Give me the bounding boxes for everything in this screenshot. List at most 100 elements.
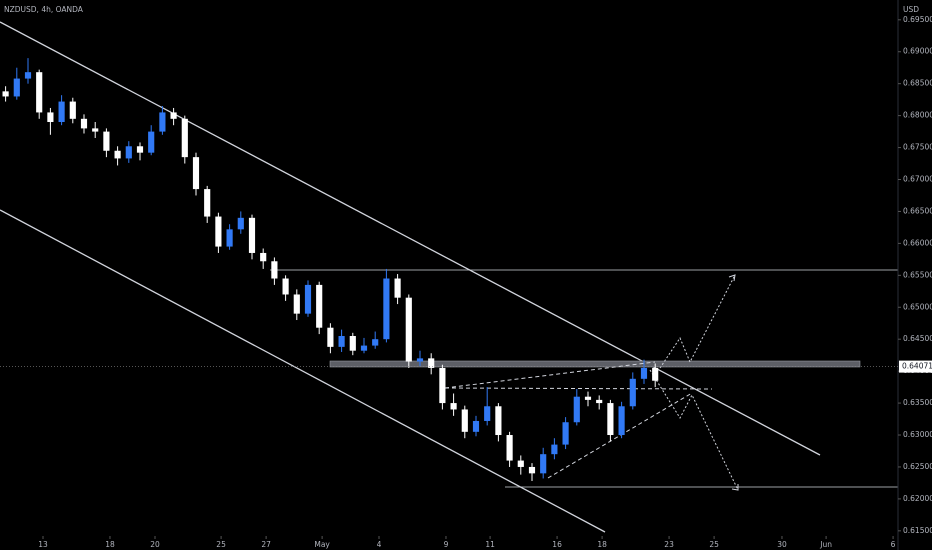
x-tick-label: 6 (891, 540, 896, 549)
y-tick-label: 0.66000 (903, 238, 932, 247)
candle-body (472, 420, 480, 432)
y-tick-label: 0.69500 (903, 15, 932, 24)
candle-body (192, 157, 200, 190)
candle-body (349, 336, 356, 351)
candle-body (2, 91, 9, 97)
candle-body (237, 217, 244, 230)
y-tick-label: 0.63000 (903, 430, 932, 439)
y-tick-label: 0.61500 (903, 526, 932, 535)
projection-down (649, 369, 739, 491)
candle-body (204, 189, 211, 217)
candle-body (439, 367, 446, 404)
candle-body (540, 454, 547, 474)
candle-body (596, 399, 603, 404)
x-tick-label: 25 (709, 540, 719, 549)
candle-body (69, 101, 76, 119)
candle-body (103, 131, 110, 151)
candle-body (450, 403, 457, 410)
candle-body (170, 112, 177, 119)
x-tick-label: May (314, 540, 330, 549)
candle-body (372, 339, 379, 346)
candle-body (640, 367, 648, 379)
candle-body (495, 406, 502, 436)
candle-body (607, 403, 614, 436)
candle-body (125, 146, 132, 159)
x-tick-label: 25 (216, 540, 226, 549)
candle-body (618, 406, 625, 436)
x-tick-label: 4 (377, 540, 382, 549)
candle-body (136, 146, 144, 153)
candle-body (517, 460, 524, 467)
candle-body (248, 217, 256, 253)
candle-body (562, 422, 569, 445)
candle-body (551, 444, 558, 455)
y-tick-label: 0.62000 (903, 494, 932, 503)
y-tick-label: 0.68500 (903, 79, 932, 88)
candle-body (47, 112, 54, 123)
candle-body (484, 406, 491, 421)
candle-body (405, 297, 412, 362)
x-tick-label: 11 (485, 540, 495, 549)
candle-body (271, 261, 278, 279)
chart-title: NZDUSD, 4h, OANDA (4, 5, 84, 14)
y-tick-label: 0.65000 (903, 302, 932, 311)
channel-upper (0, 21, 821, 456)
y-tick-label: 0.69000 (903, 47, 932, 56)
candle-body (24, 72, 32, 79)
candle-body (416, 358, 424, 362)
x-tick-label: 23 (664, 540, 674, 549)
candle-body (428, 358, 435, 368)
candle-body (338, 336, 345, 347)
candle-body (282, 278, 289, 295)
drawings (0, 21, 898, 533)
candle-body (327, 327, 334, 347)
candle-body (394, 278, 401, 298)
candle-body (528, 466, 536, 474)
dashed-top (444, 361, 656, 389)
candle-body (13, 78, 20, 97)
dashed-neckline (444, 387, 713, 390)
candle-body (506, 435, 513, 461)
candle-body (92, 128, 99, 132)
x-tick-label: 18 (105, 540, 115, 549)
candle-body (58, 101, 65, 123)
x-tick-label: 20 (150, 540, 160, 549)
arrowhead-up (728, 274, 736, 282)
x-tick-label: 30 (777, 540, 787, 549)
candle-body (461, 409, 468, 432)
projection-up (659, 274, 736, 369)
zone-box (329, 360, 861, 368)
x-tick-label: 27 (261, 540, 271, 549)
candle-body (383, 278, 390, 340)
candle-body (80, 118, 88, 129)
y-tick-label: 0.64500 (903, 334, 932, 343)
x-tick-label: 16 (552, 540, 562, 549)
candle-body (584, 396, 592, 400)
candle-body (316, 284, 323, 328)
x-tick-label: Jun (819, 540, 832, 549)
y-tick-label: 0.63500 (903, 398, 932, 407)
candle-body (148, 131, 155, 153)
last-price-label: 0.64071 (902, 362, 932, 371)
candle-body (114, 150, 121, 159)
x-tick-label: 13 (38, 540, 48, 549)
candle-body (260, 252, 267, 262)
candle-body (652, 367, 659, 381)
x-tick-label: 18 (597, 540, 607, 549)
candle-body (159, 112, 166, 132)
y-axis-label: USD (903, 5, 919, 14)
candle-body (215, 216, 222, 247)
candle-body (36, 72, 43, 113)
y-tick-label: 0.66500 (903, 206, 932, 215)
candle-body (573, 396, 580, 423)
arrowhead-down (731, 484, 739, 491)
candle-body (226, 229, 233, 247)
candle-body (293, 294, 300, 314)
y-tick-label: 0.67500 (903, 143, 932, 152)
y-tick-label: 0.65500 (903, 270, 932, 279)
candle-body (304, 284, 312, 314)
channel-lower (0, 209, 606, 533)
y-tick-label: 0.68000 (903, 111, 932, 120)
